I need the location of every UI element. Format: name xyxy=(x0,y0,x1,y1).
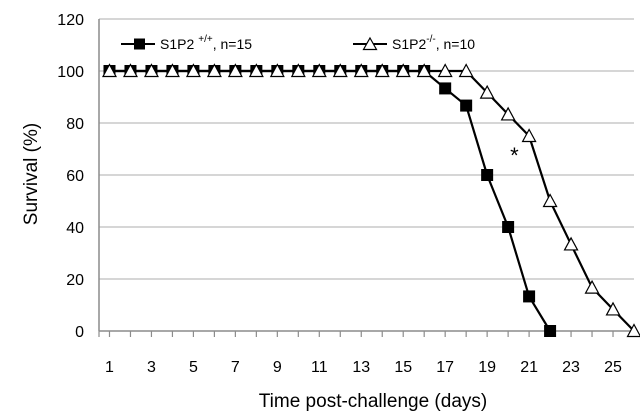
legend-item-s1p2-ko: S1P2-/-, n=10 xyxy=(353,34,475,52)
x-tick-label: 9 xyxy=(273,359,282,376)
data-point-ko xyxy=(122,63,138,78)
data-point-ko xyxy=(374,63,390,78)
x-tick-label: 15 xyxy=(394,359,412,376)
grid-lines xyxy=(99,18,634,280)
data-point-ko xyxy=(101,63,117,78)
x-tick-labels: 1 3 5 7 9 11 13 15 17 19 21 23 25 xyxy=(105,359,622,376)
data-point-wt xyxy=(481,169,494,181)
data-point-ko xyxy=(500,106,516,121)
y-axis-title: Survival (%) xyxy=(21,123,42,225)
data-point-ko xyxy=(185,63,201,78)
y-tick-label: 120 xyxy=(57,12,84,29)
data-point-ko xyxy=(542,193,558,208)
x-tick-label: 13 xyxy=(352,359,370,376)
y-tick-label: 100 xyxy=(57,64,84,81)
series-layer xyxy=(101,63,640,338)
data-point-ko xyxy=(395,63,411,78)
x-tick-label: 17 xyxy=(436,359,454,376)
data-point-ko xyxy=(311,63,327,78)
y-tick-label: 0 xyxy=(75,324,84,341)
data-point-ko xyxy=(143,63,159,78)
data-point-ko xyxy=(605,301,621,316)
y-tick-label: 40 xyxy=(66,220,84,237)
x-tick-label: 19 xyxy=(478,359,496,376)
x-tick-label: 11 xyxy=(311,359,328,376)
data-point-ko xyxy=(521,128,537,143)
series-ko xyxy=(101,63,640,338)
x-tick-label: 1 xyxy=(105,359,114,376)
x-tick-label: 5 xyxy=(189,359,198,376)
data-point-ko xyxy=(584,279,600,294)
legend-marker-wt xyxy=(134,38,145,50)
x-tick-label: 3 xyxy=(147,359,156,376)
y-tick-labels: 0 20 40 60 80 100 120 xyxy=(57,12,84,341)
legend: S1P2 +/+, n=15 S1P2-/-, n=10 xyxy=(121,34,475,52)
data-point-ko xyxy=(626,323,640,338)
data-point-wt xyxy=(460,99,473,112)
legend-item-s1p2-wt: S1P2 +/+, n=15 xyxy=(121,34,252,52)
data-point-ko xyxy=(353,63,369,78)
significance-annotation: * xyxy=(510,143,519,168)
x-tick-label: 7 xyxy=(231,359,240,376)
data-point-ko xyxy=(563,236,579,251)
data-point-ko xyxy=(458,63,474,78)
data-point-ko xyxy=(437,63,453,78)
legend-label-wt: S1P2 +/+, n=15 xyxy=(160,34,252,52)
series-line-wt xyxy=(109,69,552,332)
legend-marker-ko xyxy=(362,36,378,51)
x-axis-title: Time post-challenge (days) xyxy=(259,391,487,412)
x-tick-label: 21 xyxy=(520,359,538,376)
data-point-ko xyxy=(332,63,348,78)
data-point-ko xyxy=(164,63,180,78)
data-point-ko xyxy=(269,63,285,78)
legend-label-ko: S1P2-/-, n=10 xyxy=(392,34,475,52)
annotation-layer: * xyxy=(510,143,519,168)
data-point-ko xyxy=(479,84,495,99)
data-point-ko xyxy=(227,63,243,78)
data-point-wt xyxy=(439,82,452,95)
y-tick-label: 60 xyxy=(66,168,84,185)
data-point-ko xyxy=(206,63,222,78)
data-point-ko xyxy=(248,63,264,78)
series-line-ko xyxy=(109,69,635,332)
data-point-ko xyxy=(416,63,432,78)
data-point-ko xyxy=(290,63,306,78)
x-tick-label: 23 xyxy=(562,359,580,376)
y-tick-label: 20 xyxy=(66,272,84,289)
data-point-wt xyxy=(523,290,536,303)
data-point-wt xyxy=(502,221,515,233)
series-wt xyxy=(103,65,557,337)
data-point-wt xyxy=(544,325,557,337)
y-tick-label: 80 xyxy=(66,116,84,133)
x-tick-label: 25 xyxy=(604,359,622,376)
